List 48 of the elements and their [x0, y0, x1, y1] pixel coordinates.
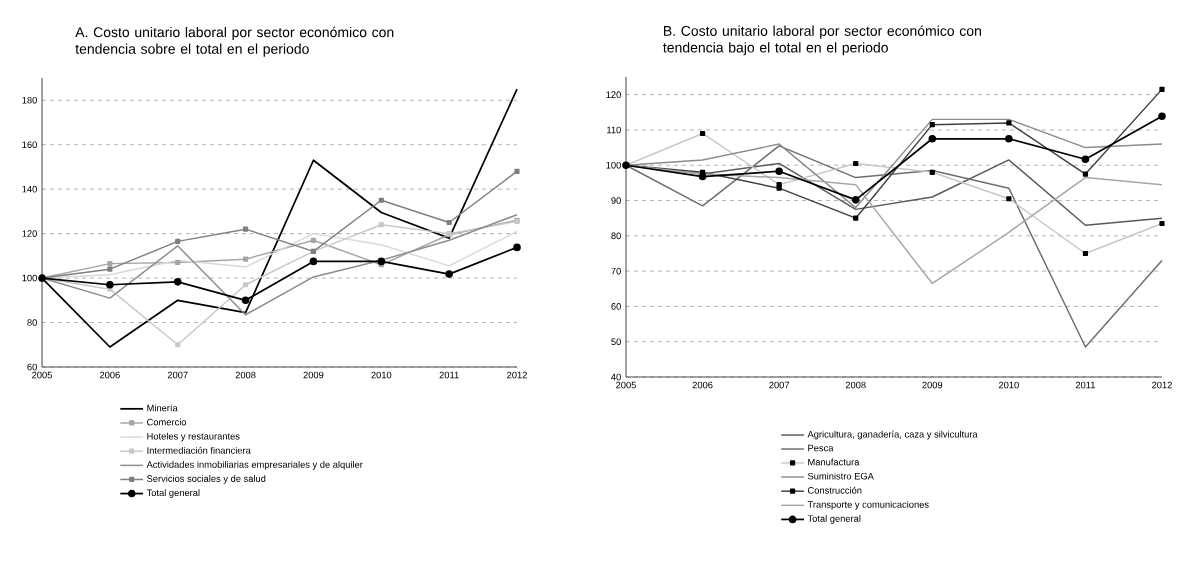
legend-label: Servicios sociales y de salud: [147, 475, 266, 484]
x-tick-label: 2011: [439, 371, 459, 379]
y-tick-label: 80: [611, 232, 621, 240]
x-tick-label: 2007: [167, 371, 188, 379]
x-tick-label: 2009: [303, 371, 324, 379]
y-tick-label: 50: [611, 338, 621, 345]
x-tick-label: 2005: [616, 381, 636, 389]
y-tick-label: 60: [27, 363, 37, 371]
y-tick-label: 140: [22, 185, 37, 193]
y-tick-label: 120: [606, 91, 621, 98]
y-tick-label: 110: [607, 126, 621, 134]
x-tick-label: 2006: [692, 381, 713, 389]
y-tick-label: 90: [611, 197, 621, 204]
y-tick-label: 160: [22, 141, 37, 148]
legend-label: Construcción: [807, 486, 862, 494]
legend-label: Suministro EGA: [807, 472, 874, 480]
y-tick-label: 40: [611, 373, 621, 381]
legend-label: Minería: [147, 404, 178, 412]
legend-label: Comercio: [147, 418, 187, 426]
x-tick-label: 2012: [1152, 381, 1172, 389]
y-tick-label: 80: [27, 319, 37, 326]
legend-label: Manufactura: [808, 458, 860, 466]
y-tick-label: 100: [606, 161, 621, 169]
legend-label: Total general: [807, 515, 861, 524]
legend-label: Intermediación financiera: [147, 446, 251, 454]
chart-title: A. Costo unitario laboral por sector económico con tendencia sobre el total en el periodo: [75, 26, 394, 57]
y-tick-label: 180: [22, 96, 37, 104]
legend-label: Pesca: [808, 444, 834, 452]
x-tick-label: 2010: [371, 371, 392, 379]
legend-label: Agricultura, ganadería, caza y silvicultura: [807, 430, 978, 440]
y-tick-label: 120: [22, 230, 37, 237]
legend-label: Total general: [146, 489, 200, 498]
legend-label: Hoteles y restaurantes: [147, 432, 240, 442]
x-tick-label: 2006: [99, 371, 120, 379]
x-tick-label: 2007: [769, 381, 790, 389]
legend-label: Actividades inmobiliarias empresariales y de alquiler: [146, 461, 363, 470]
x-tick-label: 2008: [235, 371, 256, 379]
legend-label: Transporte y comunicaciones: [807, 500, 929, 510]
x-tick-label: 2011: [1075, 381, 1095, 389]
x-tick-label: 2010: [998, 381, 1019, 389]
x-tick-label: 2012: [507, 371, 527, 379]
chart-title: B. Costo unitario laboral por sector económico con tendencia bajo el total en el periodo: [663, 25, 981, 56]
x-tick-label: 2009: [922, 381, 943, 389]
y-tick-label: 70: [611, 267, 621, 275]
y-tick-label: 60: [611, 303, 621, 310]
x-tick-label: 2005: [32, 371, 52, 379]
y-tick-label: 100: [22, 274, 37, 282]
x-tick-label: 2008: [845, 381, 866, 389]
